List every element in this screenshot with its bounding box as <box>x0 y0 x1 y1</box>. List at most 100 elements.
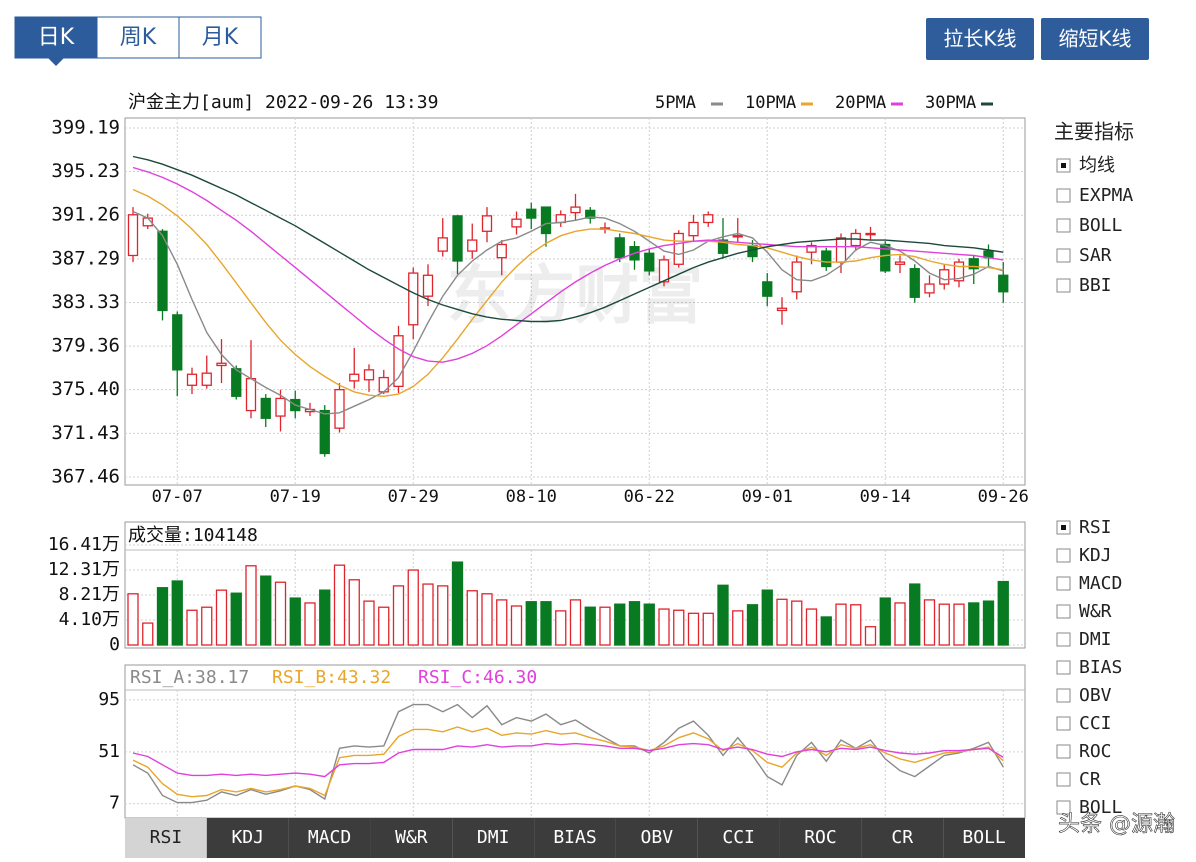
indicator-tab[interactable] <box>615 818 698 858</box>
indicator-tab-label[interactable]: CCI <box>722 827 755 848</box>
checkbox[interactable] <box>1056 632 1071 647</box>
candle-body <box>422 274 434 297</box>
indicator-tab[interactable] <box>779 818 862 858</box>
checkbox-label[interactable]: W&R <box>1079 601 1112 622</box>
checkbox-label[interactable]: MACD <box>1079 573 1122 594</box>
zoom-button-label[interactable]: 缩短K线 <box>1058 27 1131 51</box>
indicator-tab[interactable] <box>370 818 453 858</box>
period-tab[interactable] <box>14 16 98 59</box>
checkbox-label[interactable]: SAR <box>1079 245 1112 266</box>
indicator-tab[interactable] <box>943 818 1025 858</box>
candle-body <box>939 269 950 285</box>
checkbox-label[interactable]: EXPMA <box>1079 185 1133 206</box>
volume-bar <box>923 599 936 646</box>
checkbox-label[interactable]: CR <box>1079 769 1101 790</box>
indicator-tab-label[interactable]: OBV <box>641 827 674 848</box>
indicator-tab[interactable] <box>534 818 616 858</box>
legend-label: RSI_C:46.30 <box>418 667 537 688</box>
checkbox-mark <box>1061 525 1066 530</box>
indicator-tab-label[interactable]: MACD <box>308 827 351 848</box>
checkbox-label[interactable]: 均线 <box>1079 155 1115 176</box>
zoom-button-label[interactable]: 拉长K线 <box>943 27 1016 51</box>
indicator-tab[interactable] <box>697 818 780 858</box>
volume-bar <box>319 589 331 646</box>
checkbox-label[interactable]: RSI <box>1079 517 1112 538</box>
indicator-tab-label[interactable]: CR <box>891 827 913 848</box>
indicator-tab-label[interactable]: BIAS <box>553 827 596 848</box>
candle-body <box>909 268 920 298</box>
checkbox[interactable] <box>1056 278 1071 293</box>
y-tick-label: 387.29 <box>51 247 120 269</box>
checkbox[interactable] <box>1056 604 1071 619</box>
y-tick-label: 7 <box>109 793 120 814</box>
checkbox-label[interactable]: BOLL <box>1079 797 1123 818</box>
volume-bar <box>127 593 139 646</box>
checkbox[interactable] <box>1056 744 1071 759</box>
checkbox-label[interactable]: BBI <box>1079 275 1112 296</box>
volume-bar <box>555 610 567 646</box>
indicator-tab[interactable] <box>125 818 207 858</box>
checkbox[interactable] <box>1056 688 1071 703</box>
checkbox[interactable] <box>1056 800 1071 815</box>
candle-body <box>216 362 227 367</box>
line-series <box>132 166 1004 363</box>
checkbox-label[interactable]: OBV <box>1079 685 1112 706</box>
indicator-tab-label[interactable]: BOLL <box>962 827 1006 848</box>
checkbox-label[interactable]: BIAS <box>1079 657 1122 678</box>
period-tab-label[interactable]: 日K <box>38 25 75 50</box>
checkbox[interactable] <box>1056 548 1071 563</box>
candle-body <box>201 372 212 386</box>
indicator-tab[interactable] <box>452 818 535 858</box>
checkbox[interactable] <box>1056 716 1071 731</box>
indicator-tab-label[interactable]: ROC <box>804 827 837 848</box>
volume-bar <box>186 609 198 646</box>
checkbox[interactable] <box>1056 188 1071 203</box>
legend-label: RSI_B:43.32 <box>272 667 391 688</box>
volume-bar <box>658 608 670 646</box>
candle-body <box>570 206 581 214</box>
checkbox-label[interactable]: DMI <box>1079 629 1112 650</box>
zoom-button[interactable] <box>926 18 1034 60</box>
volume-bar <box>201 606 213 646</box>
checkbox[interactable] <box>1056 660 1071 675</box>
x-tick-label: 07-19 <box>270 487 321 507</box>
volume-bar <box>805 608 818 646</box>
y-tick-label: 51 <box>98 741 120 762</box>
period-tab-label[interactable]: 周K <box>120 25 157 50</box>
volume-bar <box>687 612 700 646</box>
candle-body <box>762 281 773 297</box>
checkbox[interactable] <box>1056 772 1071 787</box>
candle-body <box>555 214 566 224</box>
indicator-tab-label[interactable]: DMI <box>477 827 510 848</box>
x-tick-label: 08-10 <box>506 487 557 507</box>
line-series <box>132 703 1004 804</box>
period-tab[interactable] <box>178 16 262 59</box>
legend-label: 10PMA <box>745 93 796 113</box>
indicator-tab-label[interactable]: RSI <box>150 827 183 848</box>
checkbox-label[interactable]: CCI <box>1079 713 1112 734</box>
candle-body <box>835 237 847 263</box>
candle-body <box>319 409 330 455</box>
period-tab-label[interactable]: 月K <box>202 25 239 50</box>
indicator-tab-label[interactable]: W&R <box>395 827 428 848</box>
checkbox-label[interactable]: ROC <box>1079 741 1112 762</box>
checkbox-label[interactable]: KDJ <box>1079 545 1112 566</box>
checkbox[interactable] <box>1056 248 1071 263</box>
volume-bar <box>496 599 508 646</box>
candle-body <box>614 237 625 259</box>
volume-bar <box>407 569 419 646</box>
indicator-tab-label[interactable]: KDJ <box>231 827 264 848</box>
indicator-tab[interactable] <box>861 818 944 858</box>
checkbox[interactable] <box>1056 218 1071 233</box>
indicator-tab[interactable] <box>288 818 371 858</box>
x-tick-label: 07-07 <box>152 487 203 507</box>
candle-body <box>703 214 714 224</box>
legend-label: RSI_A:38.17 <box>130 667 249 688</box>
indicator-tab[interactable] <box>206 818 289 858</box>
checkbox-label[interactable]: BOLL <box>1079 215 1123 236</box>
volume-bar <box>746 604 759 646</box>
volume-bar <box>953 603 965 646</box>
candle-body <box>452 215 463 262</box>
zoom-button[interactable] <box>1041 18 1149 60</box>
checkbox[interactable] <box>1056 576 1071 591</box>
